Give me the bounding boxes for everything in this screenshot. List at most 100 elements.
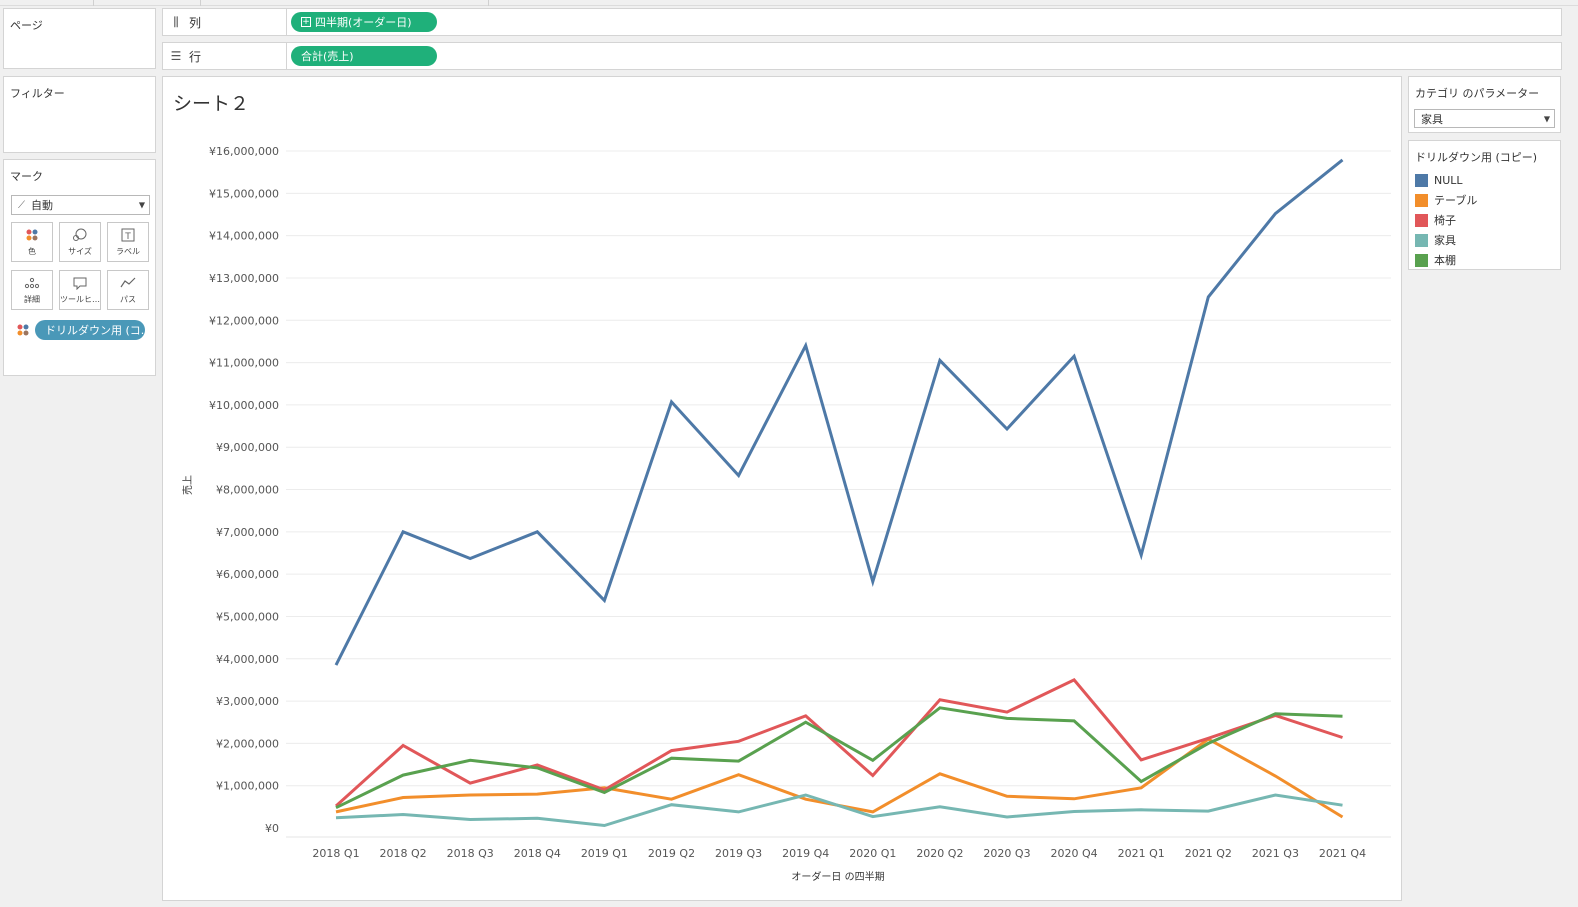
legend-label: 本棚 (1434, 254, 1456, 267)
y-tick-label: ¥9,000,000 (216, 441, 279, 454)
legend-label: テーブル (1434, 194, 1478, 207)
series-line (335, 706, 1343, 810)
rows-shelf-label: ☰ 行 (163, 43, 287, 69)
x-tick-label: 2018 Q4 (514, 847, 561, 860)
rows-pill-label: 合計(売上) (301, 50, 354, 63)
mark-type-dropdown[interactable]: ⟋ 自動 ▼ (11, 195, 150, 215)
pages-title: ページ (10, 19, 43, 32)
detail-label: 詳細 (24, 294, 40, 304)
tooltip-button[interactable]: ツールヒ… (59, 270, 101, 310)
tooltip-icon (72, 276, 88, 291)
color-icon (25, 228, 39, 243)
legend-label: 椅子 (1434, 214, 1456, 227)
chevron-down-icon: ▼ (138, 200, 145, 210)
y-tick-label: ¥11,000,000 (209, 357, 279, 370)
y-tick-label: ¥16,000,000 (209, 145, 279, 158)
size-icon (72, 228, 88, 243)
x-axis-title: オーダー日 の四半期 (791, 870, 884, 883)
x-tick-label: 2021 Q3 (1252, 847, 1299, 860)
y-tick-label: ¥3,000,000 (216, 695, 279, 708)
legend-swatch (1415, 233, 1428, 247)
y-tick-label: ¥7,000,000 (216, 526, 279, 539)
y-tick-label: ¥15,000,000 (209, 187, 279, 200)
view-area: シート２ ¥0 ¥1,000,000 ¥2,000,000 ¥3,000,000 ¥4,… (162, 76, 1402, 901)
legend-label: 家具 (1434, 234, 1456, 247)
columns-icon: ⫼ (173, 14, 179, 29)
label-button[interactable]: T ラベル (107, 222, 149, 262)
label-label: ラベル (116, 246, 140, 256)
y-tick-label: ¥8,000,000 (216, 484, 279, 497)
y-axis-title: 売上 (181, 475, 194, 495)
legend-swatch (1415, 213, 1428, 227)
rows-label: 行 (189, 49, 202, 64)
size-label: サイズ (68, 246, 92, 256)
expand-plus-icon[interactable]: + (301, 17, 311, 27)
legend-swatch (1415, 253, 1428, 267)
path-button[interactable]: パス (107, 270, 149, 310)
columns-pill[interactable]: + 四半期(オーダー日) (291, 12, 437, 32)
filters-card[interactable]: フィルター (3, 76, 156, 153)
columns-shelf[interactable]: ⫼ 列 + 四半期(オーダー日) (162, 8, 1562, 36)
columns-shelf-label: ⫼ 列 (163, 9, 287, 35)
parameter-value: 家具 (1421, 112, 1443, 126)
parameter-card: カテゴリ のパラメーター 家具 ▼ (1408, 76, 1561, 133)
y-tick-label: ¥5,000,000 (216, 610, 279, 623)
x-tick-label: 2019 Q2 (648, 847, 695, 860)
x-tick-label: 2018 Q2 (380, 847, 427, 860)
legend-title: ドリルダウン用 (コピー) (1415, 151, 1538, 164)
legend-swatch (1415, 173, 1428, 187)
y-tick-label: ¥12,000,000 (209, 314, 279, 327)
pages-card: ページ (3, 8, 156, 69)
sheet-title: シート２ (173, 93, 250, 115)
detail-icon (24, 276, 40, 291)
y-tick-label: ¥14,000,000 (209, 230, 279, 243)
marks-title: マーク (10, 170, 43, 183)
path-label: パス (120, 294, 136, 304)
x-tick-label: 2019 Q1 (581, 847, 628, 860)
size-button[interactable]: サイズ (59, 222, 101, 262)
tooltip-label: ツールヒ… (60, 294, 100, 304)
rows-shelf[interactable]: ☰ 行 合計(売上) (162, 42, 1562, 70)
path-icon (120, 276, 136, 291)
label-icon: T (121, 228, 135, 243)
x-tick-label: 2020 Q2 (916, 847, 963, 860)
line-mark-icon: ⟋ (18, 199, 25, 211)
y-tick-label: ¥0 (265, 822, 279, 835)
x-tick-label: 2021 Q4 (1319, 847, 1366, 860)
mark-type-value: 自動 (31, 199, 53, 212)
y-tick-label: ¥6,000,000 (216, 568, 279, 581)
series-line (334, 158, 1344, 666)
series-line (335, 793, 1343, 828)
svg-text:T: T (124, 232, 131, 242)
legend-card: ドリルダウン用 (コピー) NULL テーブル椅子家具本棚 (1408, 140, 1561, 270)
x-tick-label: 2021 Q1 (1118, 847, 1165, 860)
rows-pill[interactable]: 合計(売上) (291, 46, 437, 66)
legend-item[interactable]: 椅子 (1415, 212, 1456, 228)
y-tick-label: ¥1,000,000 (216, 780, 279, 793)
color-label: 色 (28, 246, 36, 256)
chevron-down-icon: ▼ (1543, 114, 1550, 123)
x-tick-label: 2019 Q4 (782, 847, 829, 860)
x-tick-label: 2018 Q1 (312, 847, 359, 860)
legend-item[interactable]: 本棚 (1415, 252, 1456, 268)
y-tick-label: ¥13,000,000 (209, 272, 279, 285)
legend-item[interactable]: 家具 (1415, 232, 1456, 248)
legend-item[interactable]: テーブル (1415, 192, 1477, 208)
top-toolbar-strip (0, 0, 1578, 6)
parameter-dropdown[interactable]: 家具 ▼ (1414, 109, 1555, 128)
color-encoding-icon (16, 322, 30, 341)
legend-swatch (1415, 193, 1428, 207)
parameter-title: カテゴリ のパラメーター (1415, 87, 1540, 100)
marks-color-pill[interactable]: ドリルダウン用 (コ... (35, 320, 145, 340)
filters-title: フィルター (10, 87, 65, 100)
columns-pill-label: 四半期(オーダー日) (315, 16, 412, 29)
legend-item[interactable]: NULL (1415, 172, 1463, 188)
x-tick-label: 2020 Q1 (849, 847, 896, 860)
marks-card: マーク ⟋ 自動 ▼ 色 サイズ T ラベル 詳細 ツールヒ… (3, 159, 156, 376)
y-tick-label: ¥4,000,000 (216, 653, 279, 666)
marks-color-pill-label: ドリルダウン用 (コ... (45, 324, 145, 337)
color-button[interactable]: 色 (11, 222, 53, 262)
legend-label: NULL (1434, 173, 1463, 187)
detail-button[interactable]: 詳細 (11, 270, 53, 310)
x-tick-label: 2018 Q3 (447, 847, 494, 860)
